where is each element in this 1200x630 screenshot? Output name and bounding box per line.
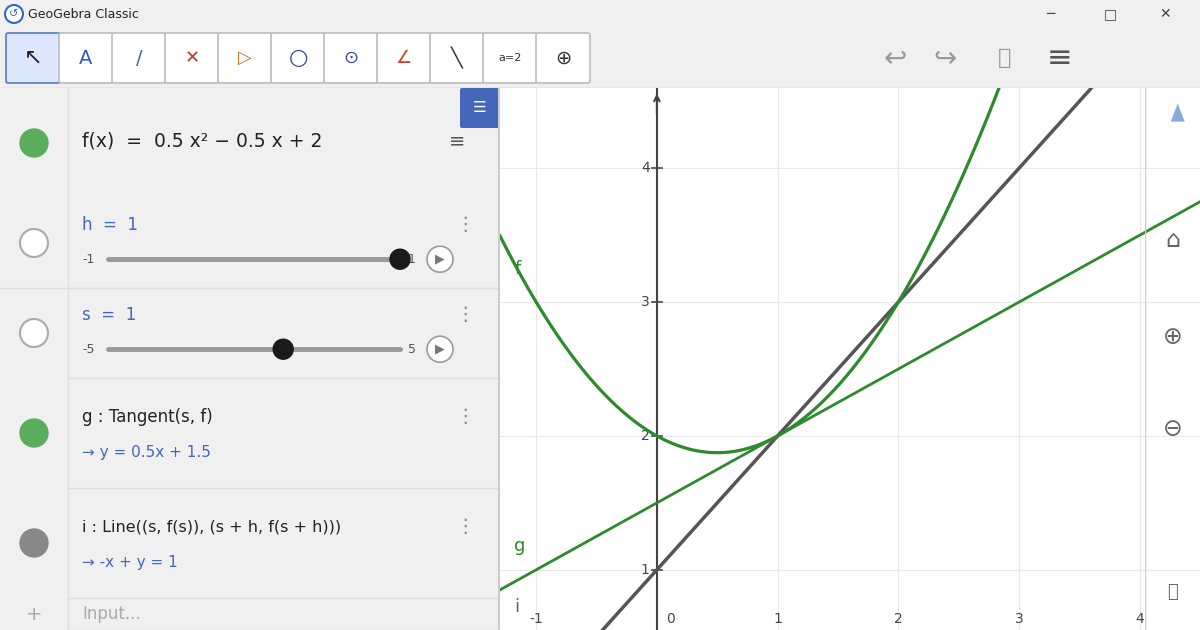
Text: ≡: ≡ bbox=[1048, 43, 1073, 72]
Text: 2: 2 bbox=[894, 612, 902, 626]
FancyBboxPatch shape bbox=[324, 33, 378, 83]
Text: 4: 4 bbox=[641, 161, 649, 175]
Text: ⋮: ⋮ bbox=[455, 517, 475, 536]
Text: 3: 3 bbox=[641, 295, 649, 309]
FancyBboxPatch shape bbox=[271, 33, 325, 83]
Text: ▶: ▶ bbox=[436, 253, 445, 266]
Text: ⋮: ⋮ bbox=[455, 215, 475, 234]
Text: ⤢: ⤢ bbox=[1168, 583, 1178, 601]
Circle shape bbox=[274, 339, 293, 359]
Text: ▶: ▶ bbox=[436, 343, 445, 356]
Text: 3: 3 bbox=[1014, 612, 1024, 626]
Text: i : Line((s, f(s)), (s + h, f(s + h))): i : Line((s, f(s)), (s + h, f(s + h))) bbox=[82, 519, 341, 534]
Text: g : Tangent(s, f): g : Tangent(s, f) bbox=[82, 408, 212, 425]
Circle shape bbox=[20, 419, 48, 447]
Text: □: □ bbox=[1104, 7, 1116, 21]
Text: ⊕: ⊕ bbox=[1163, 325, 1182, 349]
Text: ↺: ↺ bbox=[10, 9, 19, 19]
Text: 4: 4 bbox=[1135, 612, 1144, 626]
FancyBboxPatch shape bbox=[482, 33, 538, 83]
Text: 1: 1 bbox=[408, 253, 416, 266]
Text: ⋮: ⋮ bbox=[455, 306, 475, 324]
Polygon shape bbox=[1171, 103, 1184, 122]
Text: 🔍: 🔍 bbox=[998, 48, 1012, 68]
Text: ⌂: ⌂ bbox=[1165, 228, 1180, 252]
Text: ⊖: ⊖ bbox=[1163, 418, 1182, 442]
Text: ╲: ╲ bbox=[451, 47, 463, 69]
Text: Input...: Input... bbox=[82, 605, 140, 623]
Text: ↪: ↪ bbox=[934, 44, 956, 72]
Text: 2: 2 bbox=[641, 429, 649, 443]
Text: ⋮: ⋮ bbox=[455, 407, 475, 426]
Text: ✕: ✕ bbox=[185, 49, 199, 67]
Text: /: / bbox=[136, 49, 143, 67]
Text: 1: 1 bbox=[773, 612, 782, 626]
Circle shape bbox=[427, 336, 454, 362]
FancyBboxPatch shape bbox=[6, 33, 60, 83]
Text: i: i bbox=[515, 598, 520, 616]
Text: ∠: ∠ bbox=[396, 49, 412, 67]
Text: g: g bbox=[515, 537, 526, 554]
Text: 0: 0 bbox=[666, 612, 676, 626]
FancyBboxPatch shape bbox=[218, 33, 272, 83]
Text: ☰: ☰ bbox=[473, 101, 487, 115]
Circle shape bbox=[20, 229, 48, 257]
Text: ✕: ✕ bbox=[1159, 7, 1171, 21]
FancyBboxPatch shape bbox=[59, 33, 113, 83]
Text: s  =  1: s = 1 bbox=[82, 306, 137, 324]
Text: ▷: ▷ bbox=[238, 49, 252, 67]
FancyBboxPatch shape bbox=[536, 33, 590, 83]
Text: -1: -1 bbox=[82, 253, 95, 266]
Text: GeoGebra Classic: GeoGebra Classic bbox=[28, 8, 139, 21]
Text: f(x)  =  0.5 x² − 0.5 x + 2: f(x) = 0.5 x² − 0.5 x + 2 bbox=[82, 132, 323, 151]
FancyBboxPatch shape bbox=[430, 33, 484, 83]
FancyBboxPatch shape bbox=[166, 33, 220, 83]
Text: -5: -5 bbox=[82, 343, 95, 356]
Circle shape bbox=[427, 246, 454, 272]
FancyBboxPatch shape bbox=[112, 33, 166, 83]
Text: ☰: ☰ bbox=[1152, 101, 1166, 119]
Text: → -x + y = 1: → -x + y = 1 bbox=[82, 555, 178, 570]
Text: -1: -1 bbox=[529, 612, 544, 626]
Text: ⊕: ⊕ bbox=[554, 49, 571, 67]
Circle shape bbox=[390, 249, 410, 269]
Text: ↖: ↖ bbox=[24, 48, 42, 68]
Text: ─: ─ bbox=[1046, 7, 1054, 21]
Text: +: + bbox=[25, 605, 42, 624]
Text: → y = 0.5x + 1.5: → y = 0.5x + 1.5 bbox=[82, 445, 211, 461]
FancyBboxPatch shape bbox=[460, 88, 500, 128]
Text: ○: ○ bbox=[288, 48, 307, 68]
Circle shape bbox=[20, 529, 48, 557]
Text: 5: 5 bbox=[408, 343, 416, 356]
Text: ⊙: ⊙ bbox=[343, 49, 359, 67]
Text: ≡: ≡ bbox=[449, 132, 466, 151]
Text: 1: 1 bbox=[641, 563, 649, 577]
Circle shape bbox=[5, 5, 23, 23]
Circle shape bbox=[20, 129, 48, 157]
Text: h  =  1: h = 1 bbox=[82, 216, 138, 234]
Text: f: f bbox=[515, 260, 521, 278]
Circle shape bbox=[20, 319, 48, 347]
Text: A: A bbox=[79, 49, 92, 67]
Text: a=2: a=2 bbox=[498, 53, 522, 63]
Text: ↩: ↩ bbox=[883, 44, 907, 72]
FancyBboxPatch shape bbox=[377, 33, 431, 83]
